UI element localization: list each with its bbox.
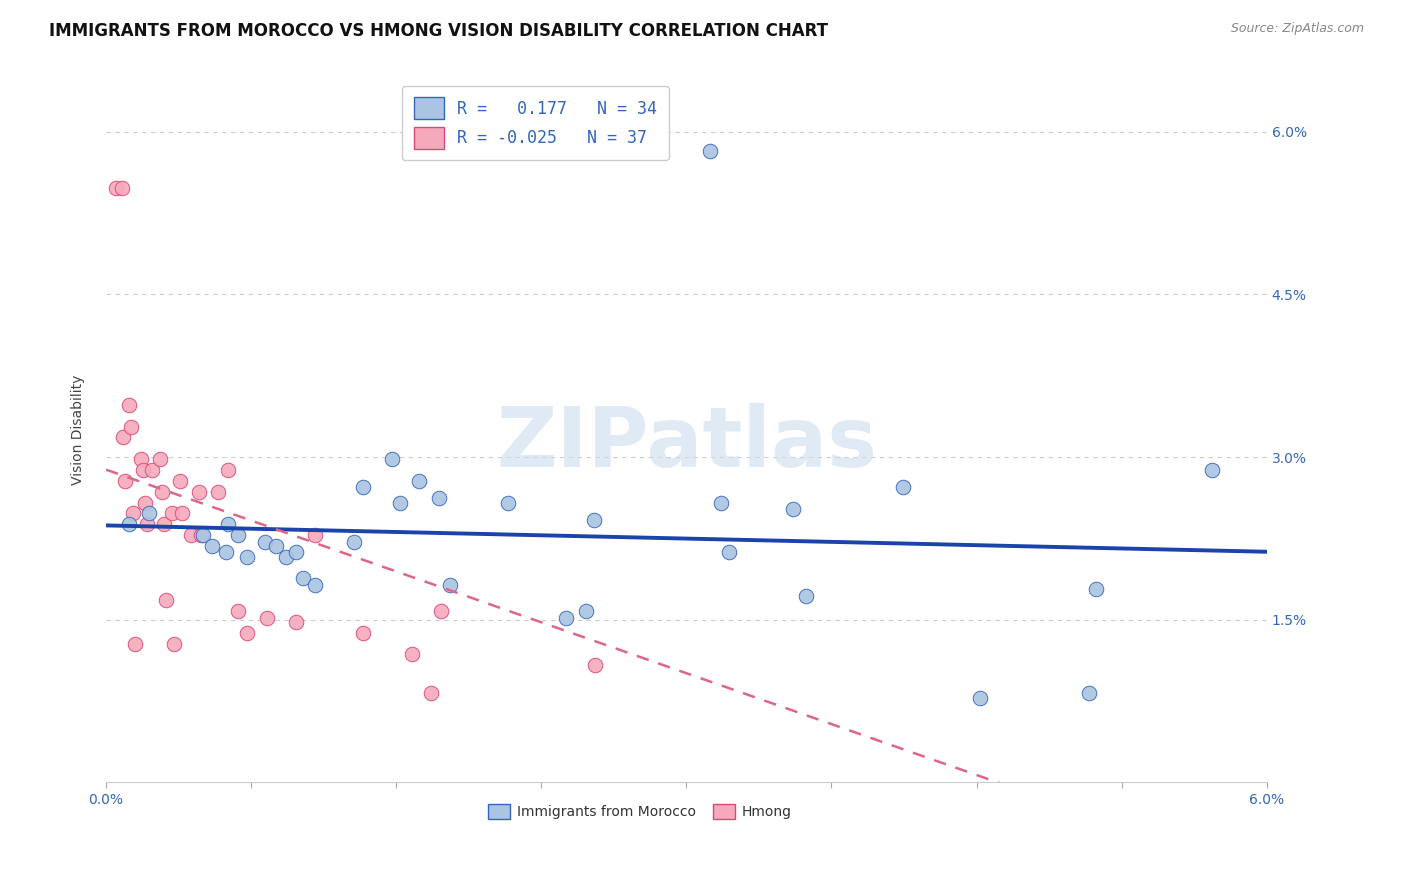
- Point: [710, 495, 733, 509]
- Point: [153, 517, 176, 532]
- Y-axis label: Vision Disability: Vision Disability: [72, 375, 86, 485]
- Point: [163, 636, 186, 650]
- Point: [110, 181, 132, 195]
- Point: [582, 513, 605, 527]
- Legend: Immigrants from Morocco, Hmong: Immigrants from Morocco, Hmong: [482, 799, 797, 825]
- Point: [207, 484, 229, 499]
- Point: [782, 502, 804, 516]
- Point: [420, 686, 443, 700]
- Point: [794, 589, 817, 603]
- Point: [389, 495, 412, 509]
- Point: [112, 430, 135, 444]
- Point: [427, 491, 450, 506]
- Point: [226, 528, 249, 542]
- Point: [256, 610, 278, 624]
- Point: [141, 463, 163, 477]
- Point: [304, 528, 326, 542]
- Point: [401, 648, 423, 662]
- Point: [408, 474, 430, 488]
- Point: [217, 463, 239, 477]
- Point: [226, 604, 249, 618]
- Point: [118, 517, 141, 532]
- Point: [575, 604, 598, 618]
- Point: [190, 528, 212, 542]
- Point: [429, 604, 451, 618]
- Point: [1201, 463, 1223, 477]
- Point: [498, 495, 520, 509]
- Point: [114, 474, 136, 488]
- Point: [699, 144, 721, 158]
- Point: [343, 534, 366, 549]
- Point: [180, 528, 202, 542]
- Point: [132, 463, 155, 477]
- Point: [169, 474, 191, 488]
- Point: [266, 539, 288, 553]
- Point: [217, 517, 239, 532]
- Point: [381, 452, 404, 467]
- Point: [274, 549, 297, 564]
- Point: [717, 545, 740, 559]
- Point: [215, 545, 238, 559]
- Point: [104, 181, 127, 195]
- Text: Source: ZipAtlas.com: Source: ZipAtlas.com: [1230, 22, 1364, 36]
- Point: [155, 593, 177, 607]
- Point: [160, 507, 183, 521]
- Point: [170, 507, 193, 521]
- Point: [124, 636, 146, 650]
- Point: [150, 484, 173, 499]
- Point: [468, 144, 491, 158]
- Point: [555, 610, 578, 624]
- Text: ZIPatlas: ZIPatlas: [496, 403, 877, 484]
- Point: [969, 690, 991, 705]
- Point: [352, 625, 374, 640]
- Point: [120, 419, 142, 434]
- Point: [236, 625, 259, 640]
- Point: [352, 480, 374, 494]
- Point: [439, 578, 461, 592]
- Point: [292, 572, 315, 586]
- Text: IMMIGRANTS FROM MOROCCO VS HMONG VISION DISABILITY CORRELATION CHART: IMMIGRANTS FROM MOROCCO VS HMONG VISION …: [49, 22, 828, 40]
- Point: [1085, 582, 1108, 597]
- Point: [201, 539, 224, 553]
- Point: [118, 398, 141, 412]
- Point: [138, 507, 160, 521]
- Point: [304, 578, 326, 592]
- Point: [284, 615, 307, 629]
- Point: [191, 528, 214, 542]
- Point: [122, 507, 145, 521]
- Point: [284, 545, 307, 559]
- Point: [135, 517, 157, 532]
- Point: [129, 452, 152, 467]
- Point: [1077, 686, 1099, 700]
- Point: [187, 484, 209, 499]
- Point: [891, 480, 914, 494]
- Point: [134, 495, 156, 509]
- Point: [253, 534, 276, 549]
- Point: [236, 549, 259, 564]
- Point: [585, 658, 607, 673]
- Point: [149, 452, 172, 467]
